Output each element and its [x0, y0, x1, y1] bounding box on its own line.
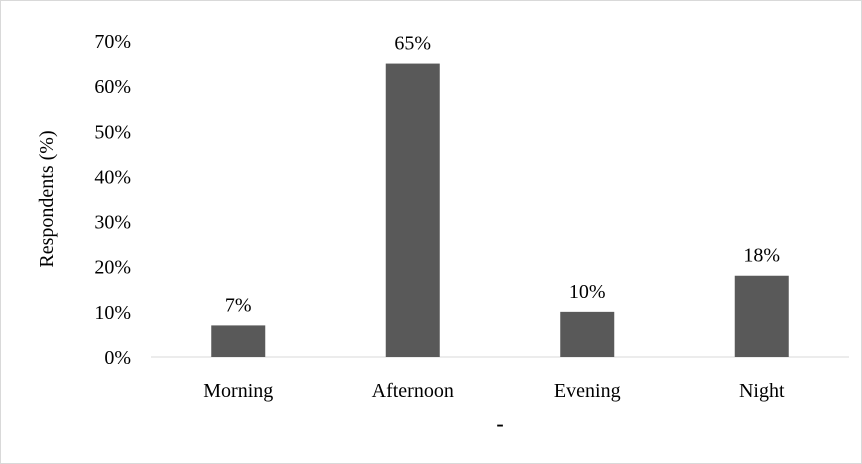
- data-label-night: 18%: [743, 245, 780, 267]
- data-label-evening: 10%: [569, 281, 606, 303]
- x-category-label-night: Night: [739, 380, 785, 402]
- bar-evening: [560, 311, 615, 357]
- bar-afternoon: [385, 63, 440, 357]
- y-tick-label: 60%: [94, 76, 131, 98]
- x-axis-title: -: [496, 411, 503, 436]
- data-labels-group: 7% 65% 10% 18%: [225, 33, 780, 317]
- x-category-label-morning: Morning: [203, 380, 273, 402]
- y-tick-label: 20%: [94, 257, 131, 279]
- x-category-label-evening: Evening: [554, 380, 621, 402]
- y-tick-label: 40%: [94, 166, 131, 188]
- y-tick-label: 0%: [104, 347, 131, 369]
- y-tick-label: 70%: [94, 31, 131, 53]
- x-category-label-afternoon: Afternoon: [372, 380, 454, 402]
- bar-night: [734, 275, 789, 357]
- y-tick-label: 50%: [94, 121, 131, 143]
- category-labels-group: Morning Afternoon Evening Night: [203, 380, 785, 402]
- data-label-morning: 7%: [225, 294, 252, 316]
- y-tick-label: 30%: [94, 212, 131, 234]
- bar-morning: [211, 325, 266, 357]
- y-axis-title: Respondents (%): [36, 130, 58, 267]
- bars-group: [211, 63, 789, 357]
- y-tick-label: 10%: [94, 302, 131, 324]
- y-axis-ticks: 0% 10% 20% 30% 40% 50% 60% 70%: [94, 31, 131, 369]
- data-label-afternoon: 65%: [394, 33, 431, 55]
